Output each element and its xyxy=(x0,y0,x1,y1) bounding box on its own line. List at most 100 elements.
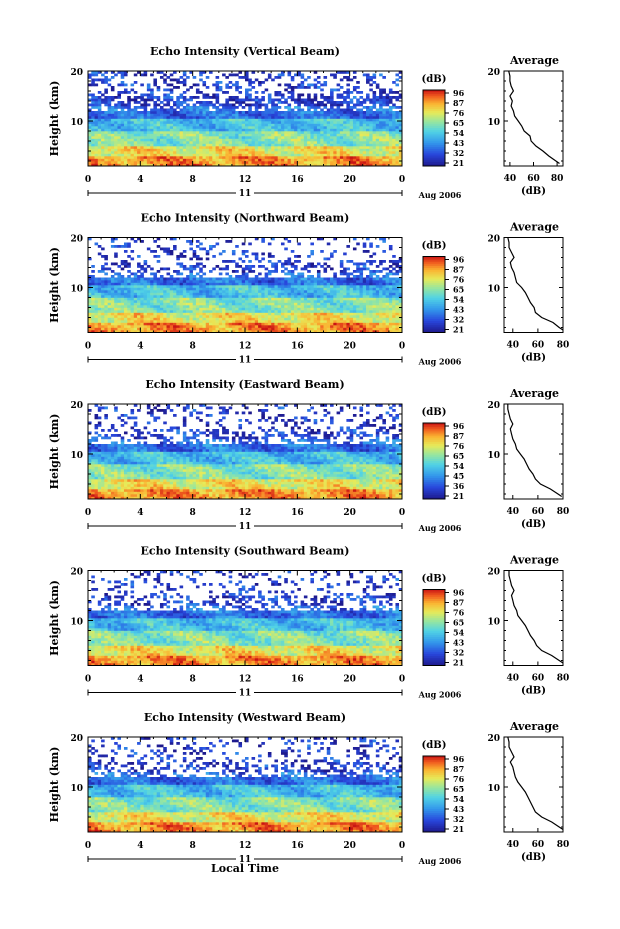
heatmap-cell xyxy=(192,126,197,129)
heatmap-cell xyxy=(356,310,360,313)
heatmap-cell xyxy=(173,158,177,162)
heatmap-cell xyxy=(362,141,367,144)
heatmap-cell xyxy=(359,156,364,159)
heatmap-cell xyxy=(379,73,383,77)
heatmap-cell xyxy=(238,86,243,89)
heatmap-cell xyxy=(336,305,341,308)
heatmap-cell xyxy=(143,312,148,316)
heatmap-cell xyxy=(192,128,197,132)
heatmap-cell xyxy=(114,305,118,308)
heatmap-cell xyxy=(284,297,288,301)
heatmap-cell xyxy=(356,103,360,107)
heatmap-cell xyxy=(222,282,226,286)
heatmap-cell xyxy=(264,118,269,122)
heatmap-cell xyxy=(366,131,370,134)
heatmap-cell xyxy=(379,88,383,92)
heatmap-cell xyxy=(143,108,148,112)
heatmap-cell xyxy=(290,98,295,102)
heatmap-cell xyxy=(287,138,292,142)
heatmap-cell xyxy=(156,148,161,152)
heatmap-cell xyxy=(163,290,167,293)
heatmap-cell xyxy=(330,153,334,157)
heatmap-cell xyxy=(156,163,161,167)
heatmap-cell xyxy=(261,320,265,323)
heatmap-cell xyxy=(395,118,400,122)
heatmap-cell xyxy=(280,280,285,283)
heatmap-cell xyxy=(117,116,122,119)
heatmap-cell xyxy=(287,280,292,283)
heatmap-cell xyxy=(104,146,108,149)
heatmap-cell xyxy=(372,96,377,99)
heatmap-cell xyxy=(88,123,92,127)
heatmap-cell xyxy=(290,116,295,119)
heatmap-cell xyxy=(97,290,102,293)
heatmap-cell xyxy=(166,151,171,154)
heatmap-cell xyxy=(228,121,233,124)
heatmap-cell xyxy=(195,116,200,119)
heatmap-cell xyxy=(323,156,328,159)
heatmap-cell xyxy=(313,292,318,296)
heatmap-cell xyxy=(94,317,99,321)
heatmap-cell xyxy=(231,292,236,296)
heatmap-cell xyxy=(352,320,357,323)
heatmap-cell xyxy=(264,305,269,308)
heatmap-cell xyxy=(140,300,144,303)
heatmap-cell xyxy=(274,307,279,311)
heatmap-cell xyxy=(88,146,92,149)
heatmap-cell xyxy=(320,312,324,316)
heatmap-cell xyxy=(392,143,396,147)
heatmap-cell xyxy=(156,312,161,316)
heatmap-cell xyxy=(385,93,390,97)
heatmap-cell xyxy=(186,128,190,132)
heatmap-cell xyxy=(176,121,180,124)
heatmap-cell xyxy=(346,297,350,301)
heatmap-cell xyxy=(336,123,341,127)
heatmap-cell xyxy=(231,113,236,117)
heatmap-cell xyxy=(245,161,249,164)
heatmap-cell xyxy=(297,163,301,167)
heatmap-cell xyxy=(248,78,252,82)
heatmap-cell xyxy=(173,133,177,137)
heatmap-cell xyxy=(173,136,177,139)
heatmap-cell xyxy=(110,320,115,323)
heatmap-cell xyxy=(320,143,324,147)
heatmap-cell xyxy=(94,126,99,129)
heatmap-cell xyxy=(150,156,154,159)
heatmap-cell xyxy=(94,297,99,301)
heatmap-cell xyxy=(110,285,115,288)
heatmap-cell xyxy=(343,295,347,298)
heatmap-cell xyxy=(146,118,151,122)
heatmap-cell xyxy=(356,322,360,326)
heatmap-cell xyxy=(352,136,357,139)
heatmap-cell xyxy=(159,121,164,124)
heatmap-cell xyxy=(159,322,164,326)
heatmap-cell xyxy=(294,310,298,313)
heatmap-cell xyxy=(107,136,112,139)
heatmap-cell xyxy=(192,116,197,119)
heatmap-cell xyxy=(274,287,279,291)
heatmap-cell xyxy=(352,71,357,74)
heatmap-cell xyxy=(316,148,321,152)
heatmap-cell xyxy=(91,123,95,127)
heatmap-cell xyxy=(372,282,377,286)
heatmap-cell xyxy=(366,146,370,149)
heatmap-cell xyxy=(179,116,184,119)
heatmap-cell xyxy=(238,141,243,144)
heatmap-cell xyxy=(94,128,99,132)
heatmap-cell xyxy=(114,121,118,124)
heatmap-cell xyxy=(140,325,144,328)
heatmap-cell xyxy=(287,305,292,308)
heatmap-cell xyxy=(294,297,298,301)
heatmap-cell xyxy=(199,118,203,122)
heatmap-cell xyxy=(369,153,373,157)
heatmap-cell xyxy=(143,143,148,147)
heatmap-cell xyxy=(235,285,239,288)
heatmap-cell xyxy=(284,327,288,331)
heatmap-cell xyxy=(140,123,144,127)
heatmap-cell xyxy=(231,73,236,77)
heatmap-cell xyxy=(123,302,128,306)
heatmap-cell xyxy=(372,133,377,137)
heatmap-cell xyxy=(133,327,138,331)
heatmap-cell xyxy=(163,146,167,149)
heatmap-cell xyxy=(320,156,324,159)
